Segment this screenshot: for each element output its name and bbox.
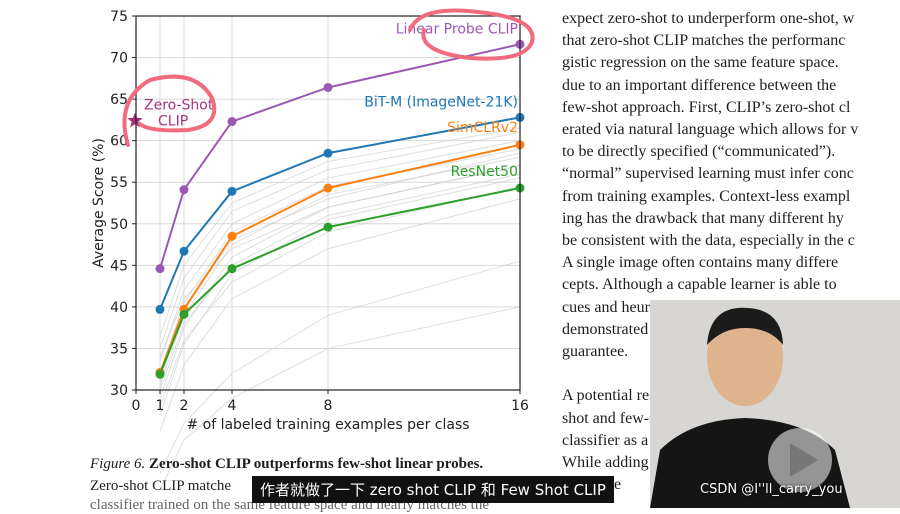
background-series-line <box>159 185 521 407</box>
series-point <box>227 264 237 274</box>
y-tick-label: 55 <box>110 175 128 191</box>
series-label: Linear Probe CLIP <box>396 21 518 37</box>
paper-line: from training examples. Context-less exa… <box>562 187 851 205</box>
paper-line: gistic regression on the same feature sp… <box>562 54 839 72</box>
presenter-hair <box>707 307 783 345</box>
annotation-circle-linear-probe <box>408 8 535 61</box>
paper-line: be consistent with the data, especially … <box>562 232 855 250</box>
watermark: CSDN @I''ll_carry_you <box>700 482 843 497</box>
tick-labels: 0 1 2 4 8 16 30 35 40 45 50 55 60 65 70 75 # of labeled … <box>91 9 529 433</box>
background-series-line <box>159 306 521 490</box>
series-point <box>323 183 333 193</box>
zero-shot-label: CLIP <box>158 114 188 130</box>
presenter-video <box>650 300 900 508</box>
x-axis-label: # of labeled training examples per class <box>186 417 469 433</box>
series-point <box>227 186 237 196</box>
x-tick-label: 4 <box>228 398 237 414</box>
paper-line: While adding <box>562 454 649 472</box>
x-tick-label: 16 <box>511 398 529 414</box>
series-point <box>323 82 333 92</box>
series-point <box>227 231 237 241</box>
background-series-line <box>159 177 521 416</box>
figure-caption: Figure 6. Zero-shot CLIP outperforms few… <box>90 456 483 473</box>
paper-line: “normal” supervised learning must infer … <box>562 165 854 183</box>
play-triangle-icon <box>790 443 818 477</box>
background-series-line <box>159 165 521 357</box>
series-point <box>179 185 189 195</box>
series-labels: Linear Probe CLIP BiT-M (ImageNet-21K) Sim… <box>144 21 518 180</box>
presenter-head <box>707 310 783 406</box>
series-point <box>155 264 165 274</box>
background-series-line <box>159 127 521 337</box>
zero-shot-label: Zero-Shot <box>144 98 214 114</box>
x-tick-label: 1 <box>156 398 165 414</box>
x-tick-label: 2 <box>180 398 189 414</box>
background-series-line <box>159 260 521 474</box>
annotation-circle-zero-shot <box>122 74 217 147</box>
y-tick-label: 35 <box>110 341 128 357</box>
paper-line: A single image often contains many diffe… <box>562 254 839 272</box>
caption-label: Figure 6. <box>90 456 146 472</box>
y-tick-label: 75 <box>110 9 128 25</box>
annotations <box>122 8 535 147</box>
video-subtitle: 作者就做了一下 zero shot CLIP 和 Few Shot CLIP <box>252 476 614 503</box>
background-series-line <box>159 156 521 387</box>
series-point <box>179 246 189 256</box>
background-lines <box>159 127 521 490</box>
paper-line: erated via natural language which allows… <box>562 121 859 139</box>
y-tick-label: 40 <box>110 300 128 316</box>
paper-line: expect zero-shot to underperform one-sho… <box>562 10 855 27</box>
caption-line-2: Zero-shot CLIP matche <box>90 478 232 494</box>
series-label: ResNet50 <box>451 164 518 180</box>
y-tick-label: 50 <box>110 217 128 233</box>
paper-line: guarantee. <box>562 343 629 361</box>
series-label: SimCLRv2 <box>447 120 518 136</box>
paper-line: that zero-shot CLIP matches the performa… <box>562 32 846 50</box>
series-lines <box>127 39 525 379</box>
y-tick-label: 70 <box>110 51 128 67</box>
y-tick-label: 30 <box>110 383 128 399</box>
paper-line: to be directly specified (“communicated”… <box>562 143 836 161</box>
series-point <box>155 304 165 314</box>
x-tick-label: 0 <box>132 398 141 414</box>
series-point <box>155 369 165 379</box>
paper-line: due to an important difference between t… <box>562 76 837 94</box>
y-tick-label: 45 <box>110 258 128 274</box>
paper-line: few-shot approach. First, CLIP’s zero-sh… <box>562 98 851 116</box>
series-point <box>323 222 333 232</box>
series-label: BiT-M (ImageNet-21K) <box>364 94 518 110</box>
series-point <box>179 309 189 319</box>
background-series-line <box>159 131 521 349</box>
y-tick-label: 60 <box>110 134 128 150</box>
series-point <box>323 148 333 158</box>
caption-title: Zero-shot CLIP outperforms few-shot line… <box>149 456 484 472</box>
paper-text: expect zero-shot to underperform one-sho… <box>562 8 900 496</box>
y-axis-label: Average Score (%) <box>91 138 107 268</box>
y-tick-label: 65 <box>110 92 128 108</box>
series-point <box>227 117 237 127</box>
x-tick-label: 8 <box>324 398 333 414</box>
background-series-line <box>159 198 521 432</box>
paper-line: cepts. Although a capable learner is abl… <box>562 276 837 294</box>
paper-line: ing has the drawback that many different… <box>562 209 844 227</box>
background-series-line <box>159 140 521 362</box>
